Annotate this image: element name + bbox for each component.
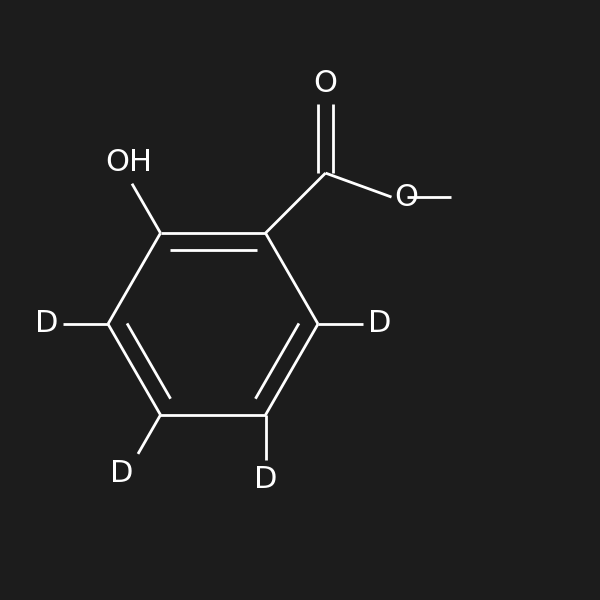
Text: D: D bbox=[35, 310, 58, 338]
Text: OH: OH bbox=[106, 148, 152, 176]
Text: D: D bbox=[368, 310, 391, 338]
Text: O: O bbox=[314, 69, 337, 98]
Text: D: D bbox=[254, 465, 277, 494]
Text: O: O bbox=[395, 182, 419, 212]
Text: D: D bbox=[110, 459, 133, 488]
